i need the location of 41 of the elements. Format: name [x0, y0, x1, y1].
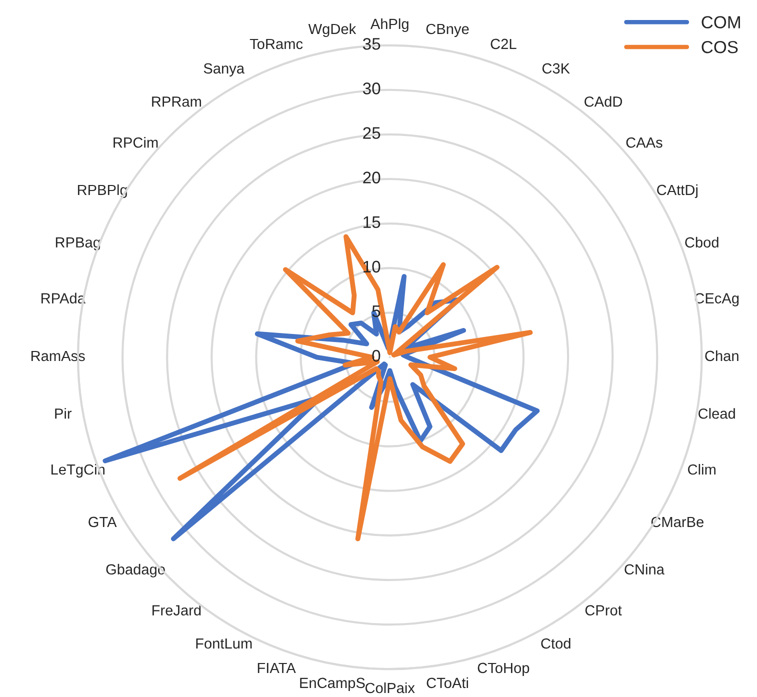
- spoke-label: FIATA: [258, 662, 296, 673]
- spoke-label: FontLum: [196, 638, 252, 649]
- spoke-label: Chan: [705, 350, 738, 362]
- spoke-label: ToRamc: [250, 38, 303, 50]
- spoke-label: Pir: [55, 408, 72, 419]
- spoke-label: CBnye: [426, 24, 469, 38]
- spoke-label: WgDek: [308, 23, 356, 38]
- spoke-label: Clim: [688, 464, 716, 475]
- spoke-label: CAttDj: [657, 184, 698, 198]
- legend-label: COS: [702, 40, 738, 54]
- spoke-label: CMarBe: [651, 516, 704, 528]
- spoke-label: FreJard: [152, 604, 201, 616]
- spoke-label: GTA: [88, 516, 117, 528]
- spoke-label: Sanya: [204, 63, 245, 76]
- spoke-label: CToHop: [478, 662, 530, 676]
- legend-label: COM: [702, 16, 740, 28]
- spoke-label: Clead: [698, 408, 735, 419]
- y-tick-label: 30: [362, 82, 380, 94]
- spoke-label: Gbadago: [106, 564, 165, 578]
- y-tick-label: 15: [364, 216, 380, 228]
- spoke-label: Cbod: [685, 236, 718, 248]
- spoke-label: C2L: [490, 38, 516, 50]
- spoke-label: LeTgCin: [51, 464, 104, 478]
- y-tick-label: 20: [363, 172, 380, 184]
- spoke-label: CAAs: [626, 137, 662, 148]
- spoke-label: CNina: [624, 564, 664, 575]
- spoke-label: C3K: [542, 63, 570, 74]
- y-tick-label: 25: [363, 127, 380, 139]
- spoke-label: RPRam: [152, 96, 201, 107]
- spoke-label: RamAss: [31, 350, 85, 362]
- y-tick-label: 0: [372, 350, 380, 362]
- spoke-label: RPBPlg: [78, 184, 127, 198]
- spoke-label: CAdD: [584, 96, 622, 107]
- spoke-label: AhPlg: [370, 18, 408, 32]
- spoke-label: ColPaix: [365, 682, 415, 694]
- spoke-label: CProt: [585, 605, 622, 616]
- spoke-label: EnCampS: [300, 678, 365, 691]
- spoke-label: CToAti: [426, 677, 468, 688]
- spoke-label: RPCim: [114, 136, 158, 148]
- spoke-label: Ctod: [541, 638, 570, 649]
- y-tick-label: 35: [362, 38, 380, 50]
